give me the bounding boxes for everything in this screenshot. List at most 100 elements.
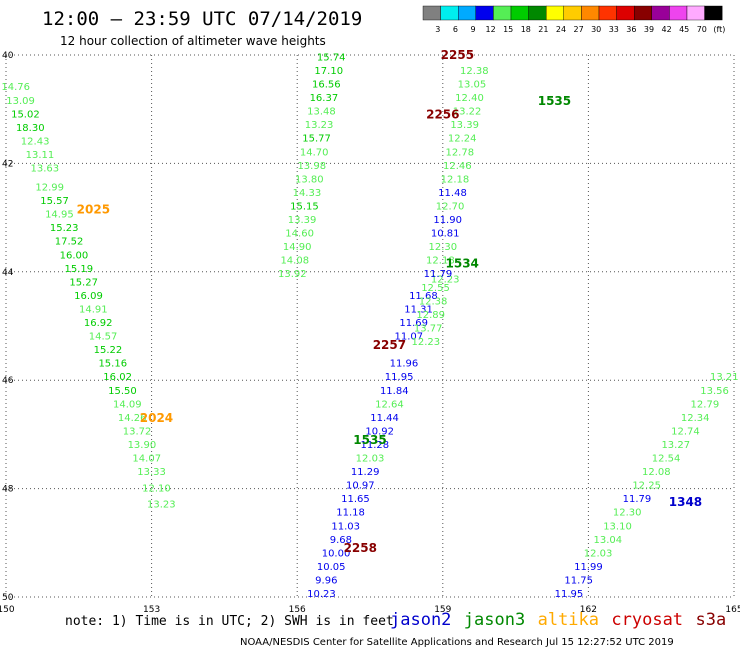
wave-height-value: 14.57: [89, 332, 118, 343]
y-tick-label: 40: [2, 51, 14, 61]
wave-height-value: 13.98: [297, 161, 326, 172]
wave-height-value: 12.78: [445, 147, 474, 158]
grid: [5, 54, 735, 598]
wave-height-points: 14.76 13.09 15.02 18.30 12.43 13.11 13.63 12.99…: [1, 52, 738, 600]
wave-height-value: 13.09: [6, 96, 35, 107]
colorbar-swatch: [546, 5, 565, 21]
time-tag: 2255: [441, 48, 474, 62]
wave-height-value: 15.22: [94, 345, 123, 356]
wave-height-value: 14.26: [118, 413, 147, 424]
wave-height-value: 11.44: [370, 413, 399, 424]
colorbar-swatch: [563, 5, 582, 21]
footer-credit: NOAA/NESDIS Center for Satellite Applica…: [240, 637, 674, 648]
time-tag: 2256: [426, 108, 459, 122]
wave-height-value: 14.90: [283, 242, 312, 253]
wave-height-value: 12.74: [671, 426, 700, 437]
wave-height-value: 12.46: [443, 161, 472, 172]
wave-height-value: 12.10: [142, 483, 171, 494]
y-tick-label: 44: [2, 268, 14, 278]
wave-height-value: 12.99: [35, 183, 64, 194]
colorbar-swatch: [686, 5, 705, 21]
wave-height-value: 16.92: [84, 318, 113, 329]
wave-height-value: 13.23: [305, 120, 334, 131]
wave-height-value: 12.64: [375, 399, 404, 410]
wave-height-value: 14.07: [132, 454, 161, 465]
wave-height-value: 15.27: [69, 277, 98, 288]
colorbar-swatch: [440, 5, 459, 21]
wave-height-value: 11.95: [385, 372, 414, 383]
time-tag: 1534: [446, 257, 479, 271]
wave-height-value: 12.55: [421, 283, 450, 294]
wave-height-value: 13.80: [295, 174, 324, 185]
colorbar-label: 15: [503, 25, 513, 34]
wave-height-value: 13.92: [278, 269, 307, 280]
wave-height-value: 12.70: [436, 201, 465, 212]
wave-height-value: 15.19: [64, 264, 93, 275]
colorbar-label: 12: [486, 25, 496, 34]
wave-height-value: 13.21: [710, 372, 739, 383]
colorbar-label: 9: [470, 25, 475, 34]
satellite-label: cryosat: [611, 610, 683, 630]
wave-height-value: 15.23: [50, 223, 79, 234]
wave-height-value: 13.48: [307, 107, 336, 118]
wave-height-value: 16.37: [310, 93, 339, 104]
wave-height-value: 11.96: [390, 359, 419, 370]
wave-height-value: 10.23: [307, 589, 336, 600]
wave-height-value: 15.15: [290, 201, 319, 212]
wave-height-value: 16.09: [74, 291, 103, 302]
colorbar-label: 27: [574, 25, 584, 34]
colorbar-swatch: [528, 5, 547, 21]
track-time-tags: 2025 2255 2256 1535 1534 2257 2024 1535 2258 1348: [77, 48, 703, 555]
axis-ticks: 150 153 156 159 162 165 40 42 44 46 48 50: [0, 51, 740, 615]
colorbar-label: 3: [435, 25, 440, 34]
wave-height-value: 13.77: [414, 323, 443, 334]
satellite-label: altika: [538, 610, 599, 630]
colorbar-label: 21: [538, 25, 548, 34]
wave-height-value: 15.50: [108, 386, 137, 397]
wave-height-value: 11.75: [564, 575, 593, 586]
colorbar-label: 33: [609, 25, 619, 34]
x-tick-label: 150: [0, 605, 15, 615]
colorbar-label: (ft): [713, 25, 725, 34]
colorbar-swatch: [634, 5, 653, 21]
wave-height-value: 15.74: [317, 52, 346, 63]
wave-height-value: 12.38: [460, 66, 489, 77]
satellite-label: s3a: [696, 610, 727, 630]
y-tick-label: 50: [2, 593, 14, 603]
wave-height-value: 11.68: [409, 291, 438, 302]
y-tick-label: 42: [2, 159, 13, 169]
x-tick-label: 162: [580, 605, 597, 615]
wave-height-value: 10.81: [431, 229, 460, 240]
wave-height-value: 11.69: [399, 318, 428, 329]
wave-height-value: 11.48: [438, 188, 467, 199]
wave-height-value: 13.90: [128, 440, 157, 451]
time-tag: 2257: [373, 338, 406, 352]
wave-height-value: 11.95: [555, 589, 584, 600]
wave-height-value: 11.84: [380, 386, 409, 397]
wave-height-value: 17.10: [314, 66, 343, 77]
colorbar-swatch: [616, 5, 635, 21]
wave-height-value: 13.39: [288, 215, 317, 226]
time-tag: 1535: [538, 94, 571, 108]
wave-height-value: 10.00: [322, 548, 351, 559]
wave-height-value: 12.24: [448, 134, 477, 145]
wave-height-value: 14.95: [45, 210, 74, 221]
time-tag: 1535: [353, 433, 386, 447]
wave-height-value: 12.89: [416, 310, 445, 321]
wave-height-value: 14.91: [79, 304, 108, 315]
wave-height-value: 13.39: [450, 120, 479, 131]
wave-height-value: 9.96: [315, 575, 337, 586]
colorbar-swatch: [510, 5, 529, 21]
colorbar-swatch: [598, 5, 617, 21]
wave-height-value: 11.79: [623, 494, 652, 505]
wave-height-value: 11.29: [351, 467, 380, 478]
y-tick-label: 46: [2, 376, 14, 386]
wave-height-value: 16.56: [312, 80, 341, 91]
colorbar-label: 30: [591, 25, 601, 34]
wave-height-value: 18.30: [16, 123, 45, 134]
wave-height-value: 13.10: [603, 521, 632, 532]
colorbar-swatch: [493, 5, 512, 21]
wave-height-value: 13.05: [458, 80, 487, 91]
wave-height-value: 12.43: [21, 136, 50, 147]
